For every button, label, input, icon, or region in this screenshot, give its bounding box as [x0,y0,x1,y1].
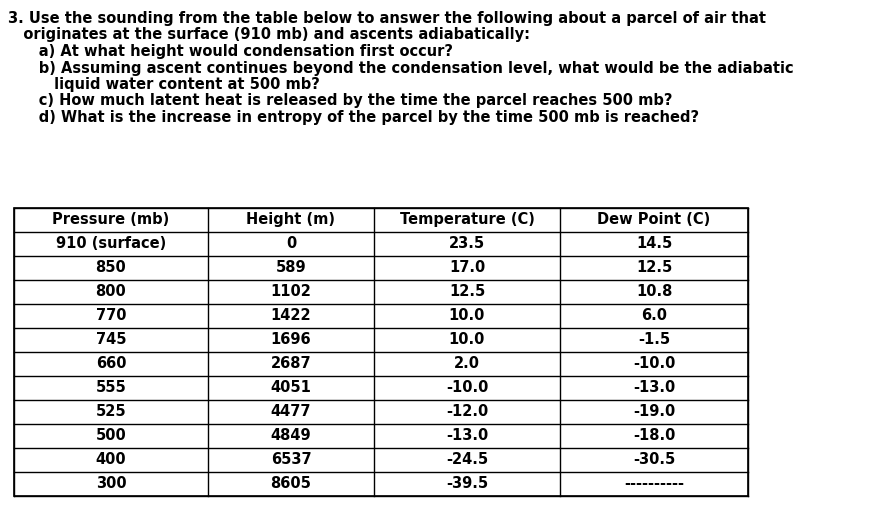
Text: 8605: 8605 [271,476,312,491]
Text: -19.0: -19.0 [633,404,675,419]
Text: -10.0: -10.0 [446,380,488,395]
Text: Temperature (C): Temperature (C) [399,212,534,227]
Text: liquid water content at 500 mb?: liquid water content at 500 mb? [8,77,320,92]
Text: -10.0: -10.0 [633,356,675,371]
Text: 745: 745 [96,332,126,347]
Text: 6537: 6537 [271,452,312,467]
Text: Dew Point (C): Dew Point (C) [597,212,711,227]
Text: 910 (surface): 910 (surface) [56,236,166,251]
Text: ----------: ---------- [624,476,684,491]
Text: -13.0: -13.0 [633,380,675,395]
Text: 17.0: 17.0 [449,260,485,275]
Text: -1.5: -1.5 [638,332,670,347]
Text: -12.0: -12.0 [446,404,488,419]
Text: 1696: 1696 [271,332,312,347]
Text: 1422: 1422 [271,308,312,323]
Text: 6.0: 6.0 [641,308,667,323]
Text: 500: 500 [96,428,127,443]
Text: 4477: 4477 [271,404,312,419]
Text: originates at the surface (910 mb) and ascents adiabatically:: originates at the surface (910 mb) and a… [8,28,530,43]
Text: 10.0: 10.0 [449,332,485,347]
Text: 14.5: 14.5 [636,236,672,251]
Text: d) What is the increase in entropy of the parcel by the time 500 mb is reached?: d) What is the increase in entropy of th… [8,110,699,125]
Text: 10.8: 10.8 [636,284,672,299]
Text: 2.0: 2.0 [454,356,480,371]
Text: -13.0: -13.0 [446,428,488,443]
Text: Height (m): Height (m) [246,212,336,227]
Text: 2687: 2687 [271,356,312,371]
Text: Pressure (mb): Pressure (mb) [53,212,170,227]
Text: 400: 400 [96,452,126,467]
Text: 660: 660 [96,356,126,371]
Bar [14,208,748,496]
Text: -24.5: -24.5 [446,452,488,467]
Text: 800: 800 [96,284,127,299]
Text: 555: 555 [96,380,127,395]
Text: -39.5: -39.5 [446,476,488,491]
Text: -18.0: -18.0 [633,428,675,443]
Text: 300: 300 [96,476,126,491]
Text: 10.0: 10.0 [449,308,485,323]
Text: 770: 770 [96,308,126,323]
Text: 850: 850 [96,260,127,275]
Text: 589: 589 [276,260,306,275]
Text: 1102: 1102 [271,284,312,299]
Text: 12.5: 12.5 [636,260,672,275]
Text: 12.5: 12.5 [449,284,485,299]
Text: 4051: 4051 [271,380,312,395]
Text: -30.5: -30.5 [633,452,675,467]
Text: 525: 525 [96,404,126,419]
Text: a) At what height would condensation first occur?: a) At what height would condensation fir… [8,44,453,59]
Text: 0: 0 [286,236,296,251]
Text: b) Assuming ascent continues beyond the condensation level, what would be the ad: b) Assuming ascent continues beyond the … [8,61,794,75]
Text: 4849: 4849 [271,428,312,443]
Text: 23.5: 23.5 [449,236,485,251]
Text: c) How much latent heat is released by the time the parcel reaches 500 mb?: c) How much latent heat is released by t… [8,93,672,109]
Text: 3. Use the sounding from the table below to answer the following about a parcel : 3. Use the sounding from the table below… [8,11,766,26]
